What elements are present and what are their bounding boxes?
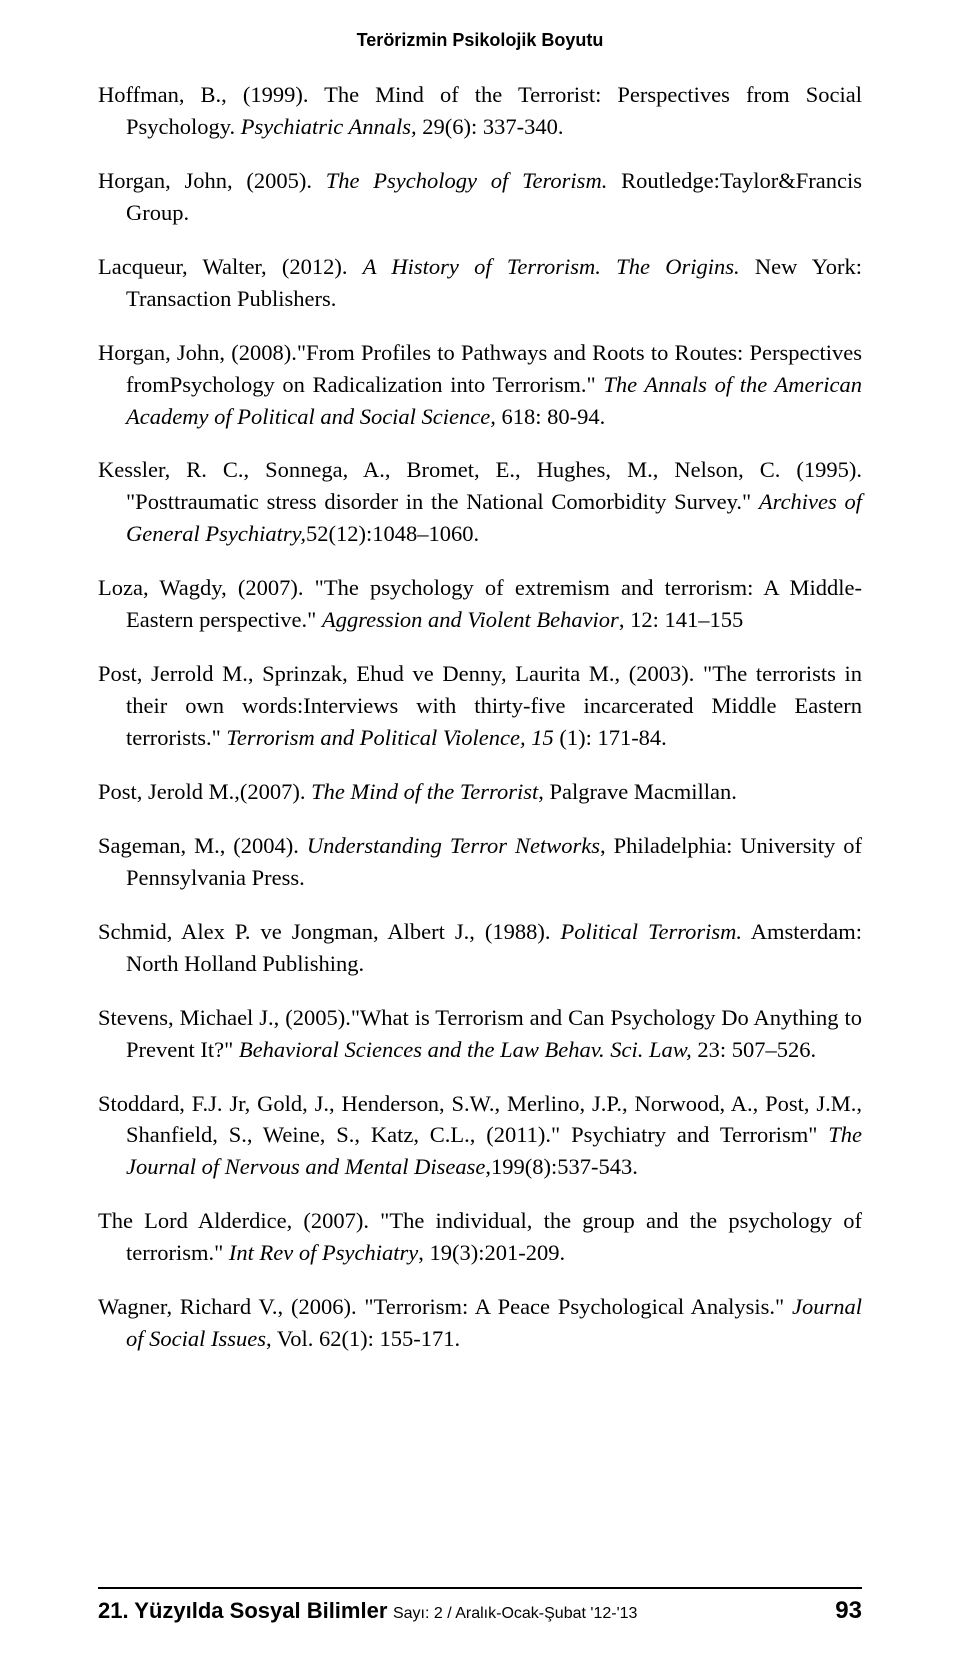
reference-item: Sageman, M., (2004). Understanding Terro… — [98, 830, 862, 894]
page-header-title: Terörizmin Psikolojik Boyutu — [98, 30, 862, 51]
page-container: Terörizmin Psikolojik Boyutu Hoffman, B.… — [0, 0, 960, 1663]
reference-post: 29(6): 337-340. — [417, 114, 564, 139]
reference-italic: Understanding Terror Networks — [307, 833, 600, 858]
reference-item: Wagner, Richard V., (2006). "Terrorism: … — [98, 1291, 862, 1355]
issue-info: Sayı: 2 / Aralık-Ocak-Şubat '12-'13 — [393, 1605, 637, 1622]
reference-italic: The Mind of the Terrorist — [311, 779, 538, 804]
reference-post: (1): 171-84. — [554, 725, 667, 750]
reference-italic: Aggression and Violent Behavior — [322, 607, 619, 632]
reference-post: , Palgrave Macmillan. — [538, 779, 737, 804]
reference-item: The Lord Alderdice, (2007). "The individ… — [98, 1205, 862, 1269]
reference-post: , 12: 141–155 — [619, 607, 743, 632]
footer-left: 21. Yüzyılda Sosyal Bilimler Sayı: 2 / A… — [98, 1598, 637, 1624]
reference-post: 618: 80-94. — [496, 404, 605, 429]
reference-item: Hoffman, B., (1999). The Mind of the Ter… — [98, 79, 862, 143]
reference-italic: Political Terrorism. — [561, 919, 743, 944]
reference-post: , 19(3):201-209. — [418, 1240, 565, 1265]
reference-post: 52(12):1048–1060. — [306, 521, 479, 546]
reference-italic: Terrorism and Political Violence, 15 — [226, 725, 553, 750]
reference-post: 23: 507–526. — [692, 1037, 816, 1062]
reference-italic: Psychiatric Annals, — [241, 114, 417, 139]
journal-title: 21. Yüzyılda Sosyal Bilimler — [98, 1598, 387, 1623]
reference-item: Stoddard, F.J. Jr, Gold, J., Henderson, … — [98, 1088, 862, 1184]
reference-item: Loza, Wagdy, (2007). "The psychology of … — [98, 572, 862, 636]
page-footer: 21. Yüzyılda Sosyal Bilimler Sayı: 2 / A… — [98, 1587, 862, 1625]
reference-italic: Int Rev of Psychiatry — [229, 1240, 418, 1265]
reference-pre: Schmid, Alex P. ve Jongman, Albert J., (… — [98, 919, 561, 944]
reference-pre: Wagner, Richard V., (2006). "Terrorism: … — [98, 1294, 792, 1319]
reference-italic: Behavioral Sciences and the Law Behav. S… — [239, 1037, 692, 1062]
references-list: Hoffman, B., (1999). The Mind of the Ter… — [98, 79, 862, 1355]
reference-item: Post, Jerrold M., Sprinzak, Ehud ve Denn… — [98, 658, 862, 754]
reference-pre: Kessler, R. C., Sonnega, A., Bromet, E.,… — [98, 457, 862, 514]
reference-item: Post, Jerold M.,(2007). The Mind of the … — [98, 776, 862, 808]
reference-item: Lacqueur, Walter, (2012). A History of T… — [98, 251, 862, 315]
reference-italic: A History of Terrorism. The Origins. — [363, 254, 740, 279]
reference-pre: Lacqueur, Walter, (2012). — [98, 254, 363, 279]
reference-item: Stevens, Michael J., (2005)."What is Ter… — [98, 1002, 862, 1066]
reference-pre: Post, Jerold M.,(2007). — [98, 779, 311, 804]
reference-pre: Horgan, John, (2005). — [98, 168, 326, 193]
reference-post: , Vol. 62(1): 155-171. — [266, 1326, 460, 1351]
reference-item: Kessler, R. C., Sonnega, A., Bromet, E.,… — [98, 454, 862, 550]
reference-item: Horgan, John, (2008)."From Profiles to P… — [98, 337, 862, 433]
reference-item: Schmid, Alex P. ve Jongman, Albert J., (… — [98, 916, 862, 980]
reference-italic: The Psychology of Terorism. — [326, 168, 608, 193]
page-number: 93 — [835, 1597, 862, 1625]
reference-post: ,199(8):537-543. — [485, 1154, 637, 1179]
reference-pre: Sageman, M., (2004). — [98, 833, 307, 858]
reference-pre: Stoddard, F.J. Jr, Gold, J., Henderson, … — [98, 1091, 862, 1148]
reference-item: Horgan, John, (2005). The Psychology of … — [98, 165, 862, 229]
